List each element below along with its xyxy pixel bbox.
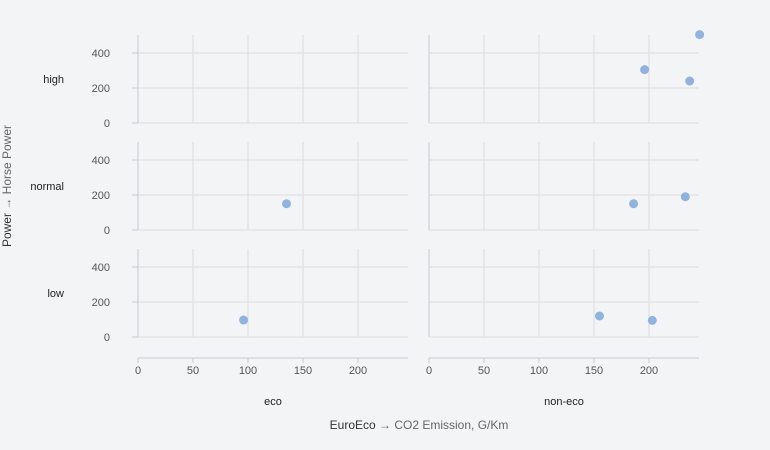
row-label-high: high	[43, 74, 64, 86]
x-tick-label: 0	[426, 365, 432, 377]
panel-low-non-eco	[428, 249, 699, 338]
chart-labels: 0 200 400 high 0 200 400 normal 0 200 400 low 0 50 100…	[0, 48, 699, 432]
x-tick-label: 50	[478, 365, 490, 377]
x-tick-label: 150	[294, 365, 312, 377]
x-axis-title-unit: → CO2 Emission, G/Km	[379, 418, 508, 432]
row-label-normal: normal	[30, 181, 64, 193]
x-tick-label: 0	[135, 365, 141, 377]
x-tick-label: 150	[585, 365, 603, 377]
chart-points	[239, 30, 705, 325]
panel-low-eco	[137, 249, 408, 338]
panel-high-non-eco	[428, 35, 699, 124]
y-tick-label: 200	[92, 190, 110, 202]
data-point-normal-non-eco	[680, 192, 690, 202]
y-tick-label: 400	[92, 262, 110, 274]
row-label-low: low	[47, 288, 64, 300]
data-point-high-non-eco	[695, 30, 705, 40]
y-axis-title-field: Power	[0, 210, 14, 247]
y-tick-label: 200	[92, 83, 110, 95]
data-point-low-eco	[239, 315, 249, 325]
data-point-high-non-eco	[685, 76, 695, 86]
data-point-high-non-eco	[640, 65, 650, 75]
y-axis-title: Power → Horse Power	[0, 125, 14, 247]
y-tick-label: 0	[104, 225, 110, 237]
panel-normal-eco	[137, 142, 408, 231]
x-tick-label: 50	[187, 365, 199, 377]
x-axis-title: EuroEco → CO2 Emission, G/Km	[330, 418, 509, 432]
x-tick-label: 200	[640, 365, 658, 377]
x-tick-label: 100	[239, 365, 257, 377]
y-axis-title-unit: → Horse Power	[0, 125, 14, 210]
panel-high-eco	[137, 35, 408, 124]
data-point-low-non-eco	[647, 315, 657, 325]
y-tick-label: 200	[92, 297, 110, 309]
chart-panels	[137, 35, 699, 338]
y-tick-label: 400	[92, 48, 110, 60]
y-tick-label: 0	[104, 118, 110, 130]
column-label-non-eco: non-eco	[544, 396, 584, 408]
data-point-normal-eco	[282, 199, 291, 209]
data-point-normal-non-eco	[629, 199, 639, 209]
x-axis-title-field: EuroEco	[330, 418, 379, 432]
y-tick-label: 0	[104, 332, 110, 344]
data-point-low-non-eco	[595, 311, 604, 321]
y-tick-label: 400	[92, 155, 110, 167]
column-label-eco: eco	[264, 396, 282, 408]
x-tick-label: 200	[349, 365, 367, 377]
x-tick-label: 100	[530, 365, 548, 377]
panel-normal-non-eco	[428, 142, 699, 231]
